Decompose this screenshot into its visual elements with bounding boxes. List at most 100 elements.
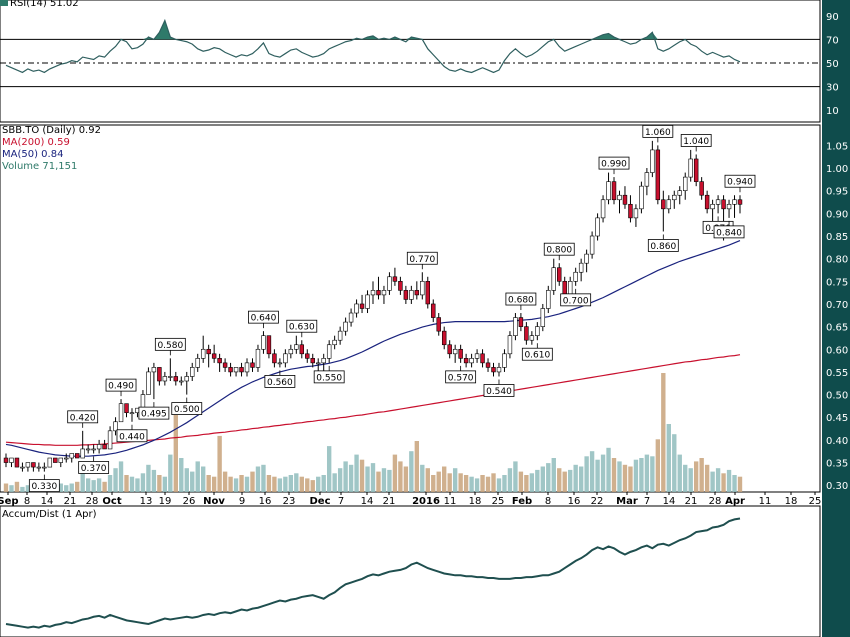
price-title: SBB.TO (Daily) 0.92 (2, 125, 101, 136)
candle-body (42, 466, 47, 469)
rsi-panel-frame (0, 0, 821, 123)
candle-body (9, 457, 14, 463)
volume-bar (535, 469, 540, 492)
annotation-label: 0.420 (70, 413, 96, 423)
volume-bar (337, 468, 343, 492)
volume-bar (359, 459, 365, 492)
volume-bar (655, 439, 661, 492)
volume-bar (3, 483, 9, 492)
volume-bar (190, 471, 195, 492)
candle-body (518, 317, 524, 327)
annotation-box (713, 225, 745, 239)
annotation-label: 0.580 (157, 341, 183, 351)
volume-bar (277, 478, 283, 492)
candle-body (606, 181, 611, 201)
volume-bar (518, 471, 524, 492)
volume-bar (633, 459, 639, 492)
price-tick-label: 0.55 (826, 368, 848, 379)
volume-bar (244, 476, 250, 492)
x-tick-label: 25 (809, 496, 822, 507)
volume-bar (578, 466, 584, 492)
volume-bar (206, 475, 211, 492)
candle-body (732, 199, 737, 205)
annotation-box (105, 378, 137, 392)
candle-body (211, 353, 217, 359)
candle-body (157, 367, 162, 382)
candle-body (283, 353, 288, 364)
x-tick-label: 14 (663, 496, 676, 507)
candle-body (463, 358, 469, 364)
x-tick-label: 28 (709, 496, 722, 507)
volume-bar (272, 476, 277, 492)
candle-body (431, 303, 436, 318)
annotation-label: 0.560 (267, 378, 293, 388)
candle-body (710, 203, 715, 210)
annotation-label: 0.840 (716, 228, 742, 238)
candle-body (617, 194, 622, 201)
candle-body (200, 348, 206, 359)
candle-body (91, 448, 96, 451)
volume-bar (124, 475, 129, 492)
annotation-label: 0.370 (81, 464, 107, 474)
candle-body (365, 294, 370, 309)
candle-body (47, 457, 53, 468)
candle-body (195, 358, 200, 368)
volume-bar (162, 476, 168, 492)
annotation-box (521, 347, 553, 361)
volume-bar (485, 476, 491, 492)
annotation-box (642, 124, 674, 138)
volume-bar (710, 471, 715, 492)
candle-body (36, 466, 42, 469)
candle-body (31, 462, 36, 468)
volume-bar (211, 476, 217, 492)
candle-body (85, 448, 91, 451)
volume-bar (151, 469, 157, 492)
volume-bar (25, 485, 31, 492)
candle-body (261, 335, 266, 350)
candle-body (387, 276, 392, 291)
volume-bar (233, 478, 239, 492)
candle-body (343, 321, 348, 332)
volume-bar (721, 473, 726, 492)
volume-bar (661, 373, 666, 492)
candle-body (589, 235, 595, 255)
candle-body (507, 335, 513, 355)
volume-bar (75, 481, 80, 492)
candle-body (693, 158, 699, 182)
annotation-label: 0.680 (508, 296, 534, 306)
volume-bar (118, 461, 124, 492)
annotation-box (264, 375, 296, 388)
x-tick-label: 28 (86, 496, 99, 507)
candle-body (644, 172, 650, 187)
price-tick-label: 0.80 (826, 255, 848, 266)
volume-bar (321, 475, 326, 492)
rsi-tick-label: 90 (826, 12, 839, 23)
volume-bar (650, 456, 655, 492)
volume-bar (239, 475, 244, 492)
volume-bar (425, 468, 430, 492)
x-tick-label: 11 (759, 496, 772, 507)
candle-body (474, 353, 480, 359)
volume-bar (436, 471, 441, 492)
x-tick-label: 18 (785, 496, 798, 507)
candle-body (513, 317, 518, 336)
volume-bar (683, 464, 688, 492)
volume-bar (606, 447, 611, 492)
ma50-label: MA(50) 0.84 (2, 149, 64, 160)
volume-bar (551, 458, 556, 492)
x-tick-label: 9 (239, 496, 245, 507)
candle-body (557, 267, 562, 282)
candle-body (502, 353, 507, 368)
annotation-box (116, 429, 148, 443)
volume-bar (326, 446, 332, 492)
volume-bar (617, 461, 622, 492)
candle-body (14, 457, 20, 468)
volume-bar (491, 473, 496, 492)
volume-bar (184, 468, 189, 492)
rsi-tick-label: 30 (826, 83, 839, 94)
volume-bar (639, 458, 644, 492)
candle-body (53, 457, 58, 463)
volume-bar (562, 471, 567, 492)
x-tick-label: 16 (259, 496, 272, 507)
volume-bar (666, 424, 671, 492)
